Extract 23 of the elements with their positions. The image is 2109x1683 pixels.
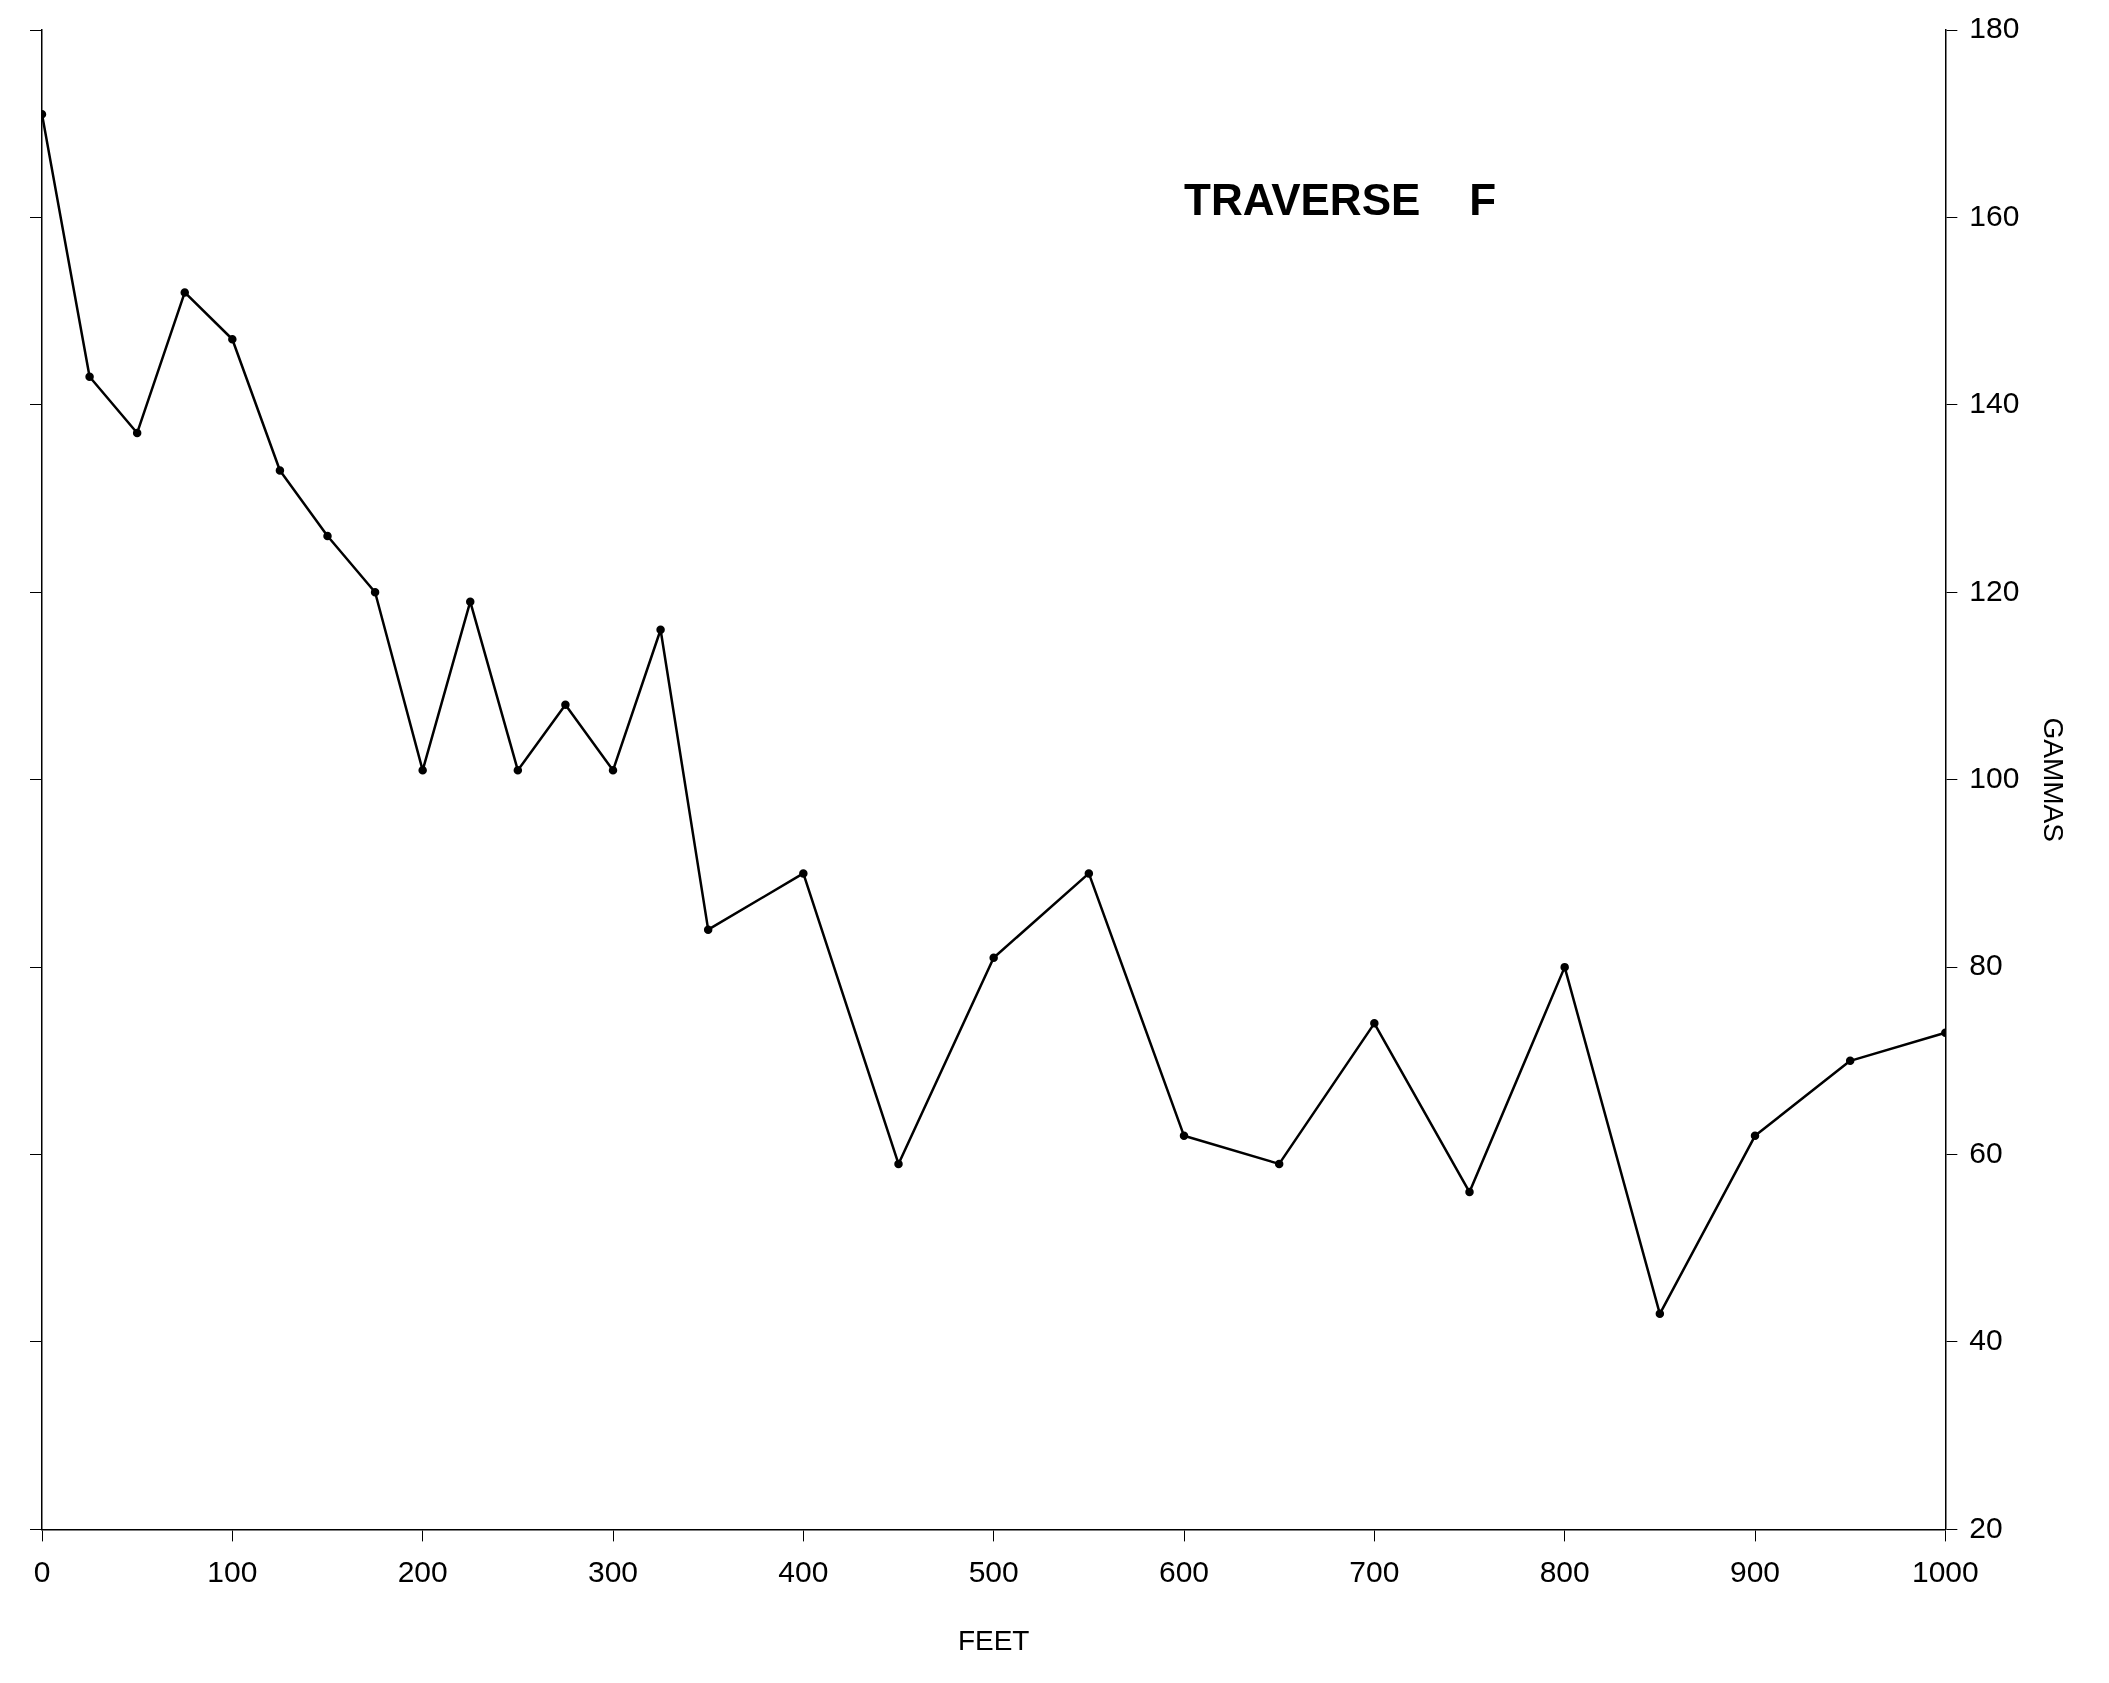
x-tick-label: 500 xyxy=(968,1554,1019,1588)
y-tick-label: 80 xyxy=(1969,948,2003,982)
text: TRAVERSE F xyxy=(1184,174,1497,224)
x-tick-label: 0 xyxy=(33,1554,51,1588)
y-tick-label: 140 xyxy=(1969,386,2020,420)
x-tick-label: 400 xyxy=(778,1554,829,1588)
x-tick-label: 900 xyxy=(1729,1554,1781,1588)
y-tick-label: 180 xyxy=(1969,11,2020,45)
x-tick-label: 600 xyxy=(1158,1554,1210,1588)
x-tick-label: 1000 xyxy=(1911,1554,1979,1588)
x-tick-label: 800 xyxy=(1539,1554,1590,1588)
y-tick-label: 40 xyxy=(1969,1323,2003,1357)
x-tick-label: 200 xyxy=(397,1554,448,1588)
y-axis-title: GAMMAS xyxy=(2038,717,2070,842)
y-tick-label: 20 xyxy=(1969,1510,2003,1544)
y-tick-label: 120 xyxy=(1969,573,2020,607)
y-tick-label: 60 xyxy=(1969,1135,2003,1169)
y-tick-label: 160 xyxy=(1969,198,2020,232)
x-tick-label: 300 xyxy=(587,1554,639,1588)
y-tick-label: 100 xyxy=(1969,760,2020,794)
x-axis-title: FEET xyxy=(957,1624,1030,1656)
x-tick-label: 100 xyxy=(207,1554,258,1588)
x-tick-label: 700 xyxy=(1349,1554,1400,1588)
